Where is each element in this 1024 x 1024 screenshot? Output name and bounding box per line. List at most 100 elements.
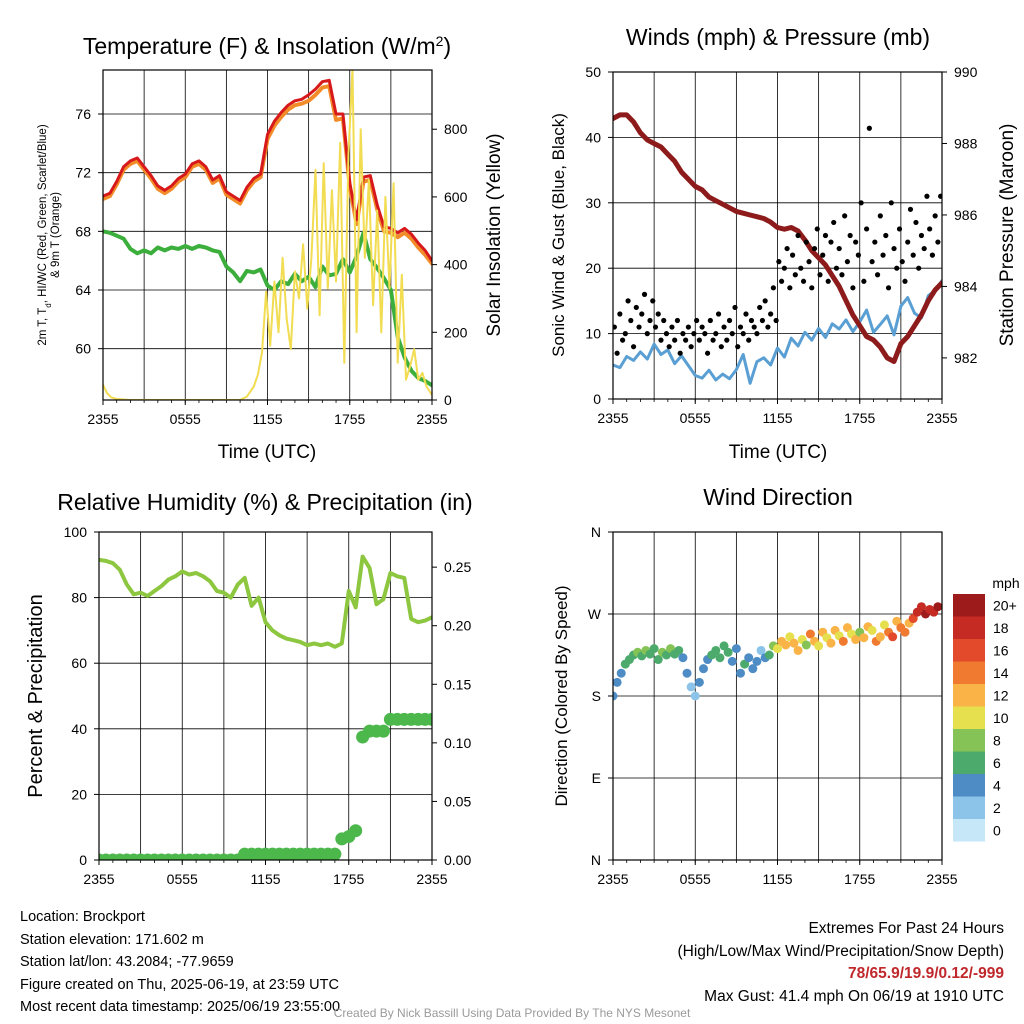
y-tick-label: S — [592, 688, 601, 704]
x-tick-label: 0555 — [680, 410, 711, 426]
figure-created: Figure created on Thu, 2025-06-19, at 23… — [20, 976, 339, 993]
data-point-series-2 — [833, 265, 840, 271]
data-point-series-2 — [905, 239, 911, 245]
data-point-series-2 — [672, 337, 678, 343]
colorbar-swatch — [953, 819, 985, 842]
direction-point — [731, 644, 741, 654]
data-point-series-2 — [880, 252, 886, 258]
data-point-series-2 — [850, 285, 856, 291]
direction-point — [764, 650, 774, 660]
y-tick-label: 100 — [64, 524, 88, 540]
data-point-series-2 — [718, 344, 724, 350]
data-point-series-2 — [822, 232, 829, 239]
direction-point — [727, 656, 737, 666]
y2-tick-label: 984 — [954, 278, 978, 294]
x-tick-label: 1155 — [762, 871, 792, 887]
data-point-series-2 — [746, 337, 752, 343]
x-tick-label: 2355 — [83, 871, 114, 887]
direction-point — [892, 616, 902, 626]
data-point-series-2 — [702, 331, 708, 337]
data-point-series-2 — [864, 226, 870, 232]
data-point-series-2 — [655, 311, 661, 317]
wind-direction-series — [613, 602, 942, 701]
data-point-series-2 — [647, 317, 653, 324]
data-point-series-2 — [916, 265, 922, 271]
y-tick-label: 0 — [593, 391, 601, 407]
y2-tick-label: 0.15 — [444, 676, 471, 692]
data-point-series-2 — [704, 350, 711, 356]
x-tick-label: 2355 — [926, 871, 957, 887]
y2-tick-label: 0.00 — [444, 852, 471, 868]
data-point-series-2 — [751, 324, 757, 330]
recent-timestamp: Most recent data timestamp: 2025/06/19 2… — [20, 999, 341, 1015]
data-point-series-2 — [853, 239, 859, 245]
direction-point — [653, 655, 663, 665]
direction-point — [793, 645, 803, 655]
data-point-series-2 — [715, 311, 722, 317]
data-point-series-2 — [677, 350, 683, 356]
wind-direction-grid — [613, 532, 942, 860]
direction-point — [814, 641, 824, 651]
y-tick-label: 60 — [75, 341, 91, 357]
data-point-series-2 — [641, 291, 648, 297]
direction-point — [740, 659, 750, 669]
x-tick-label: 1755 — [844, 410, 875, 426]
temperature-grid — [103, 70, 432, 400]
data-point-series-2 — [724, 337, 730, 343]
data-point-series-2 — [628, 317, 634, 324]
y2-tick-label: 400 — [444, 257, 468, 273]
data-point-series-2 — [658, 337, 664, 343]
speed-colorbar: mph 20+ 18 16 14 12 10 8 6 4 2 0 — [953, 575, 1020, 842]
humidity-ylabel: Percent & Precipitation — [25, 594, 47, 797]
data-point-series-2 — [776, 259, 782, 265]
direction-point — [838, 636, 848, 646]
data-point-series-2 — [666, 344, 672, 350]
temperature-y2label: Solar Insolation (Yellow) — [484, 133, 505, 336]
data-point-series-2 — [929, 252, 936, 258]
data-point-series-2 — [644, 331, 650, 337]
colorbar-swatch — [953, 661, 985, 684]
data-point-series-2 — [798, 265, 804, 271]
humidity-grid — [99, 532, 432, 860]
colorbar-label: 8 — [993, 732, 1001, 748]
data-point-series-2 — [809, 285, 815, 291]
data-point-series-2 — [652, 324, 659, 330]
data-point-series-2 — [795, 232, 801, 239]
data-point-series-2 — [732, 304, 738, 311]
station-latlon: Station lat/lon: 43.2084; -77.9659 — [20, 954, 234, 970]
direction-point — [859, 633, 869, 643]
temperature-axes: 2355 0555 1155 1755 2355 60 64 68 72 76 0 200 400 600… — [75, 69, 468, 427]
wind-direction-axes: 2355 0555 1155 1755 2355 N E S W N — [588, 524, 958, 887]
temperature-ylabel: 2m T, Td, HI/WC (Red, Green, Scarlet/Blu… — [37, 124, 62, 345]
y-tick-label: 60 — [71, 655, 87, 671]
y2-tick-label: 986 — [954, 207, 978, 223]
data-point-series-2 — [874, 272, 881, 278]
data-point-series-2 — [710, 337, 716, 343]
y-tick-label: 68 — [75, 223, 91, 239]
data-point-series-2 — [613, 324, 617, 330]
data-point-series-2 — [842, 213, 848, 219]
direction-point — [752, 656, 762, 666]
data-point-series-2 — [619, 337, 626, 343]
data-point-series-2 — [924, 193, 930, 199]
data-point-series-2 — [674, 317, 681, 324]
extremes-subtitle: (High/Low/Max Wind/Precipitation/Snow De… — [677, 942, 1005, 960]
x-tick-label: 1155 — [762, 410, 792, 426]
data-point-series-2 — [885, 285, 892, 291]
data-point-series-2 — [894, 265, 900, 271]
data-point-series-2 — [784, 245, 790, 252]
y-tick-label: 10 — [585, 326, 601, 342]
data-point-series-2 — [888, 200, 894, 206]
x-tick-label: 2355 — [87, 411, 118, 427]
y2-tick-label: 988 — [954, 135, 978, 151]
wind-pressure-series — [613, 112, 942, 385]
data-point-series-2 — [779, 278, 785, 284]
y2-tick-label: 0.25 — [444, 559, 471, 575]
y2-tick-label: 600 — [444, 189, 468, 205]
direction-point — [686, 682, 696, 692]
direction-point — [789, 638, 799, 648]
x-tick-label: 2355 — [597, 410, 628, 426]
colorbar-swatch — [953, 684, 985, 707]
station-elevation: Station elevation: 171.602 m — [20, 931, 204, 948]
wind-direction-ylabel: Direction (Colored By Speed) — [552, 585, 571, 806]
